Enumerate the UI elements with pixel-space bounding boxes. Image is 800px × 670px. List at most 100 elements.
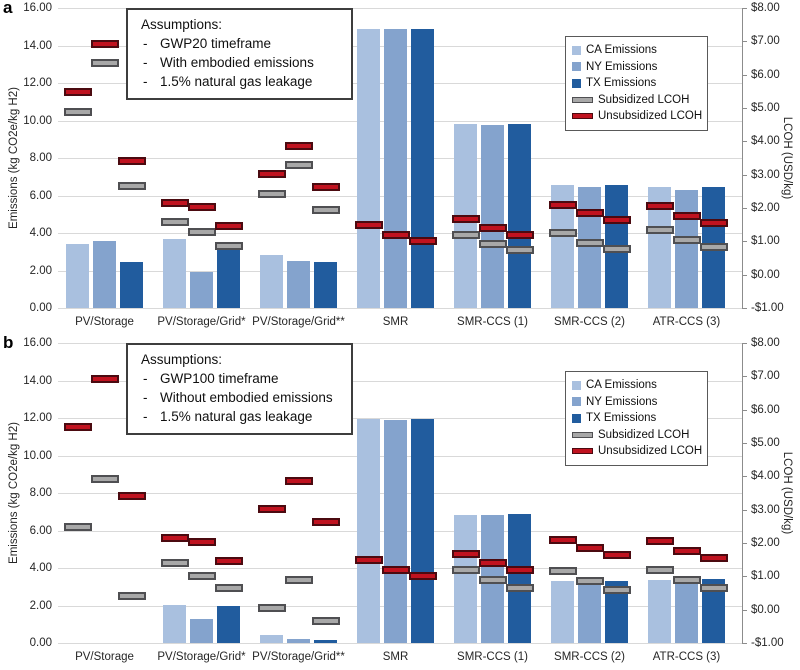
assumption-bullet: - xyxy=(143,371,148,386)
x-axis-category-label: PV/Storage xyxy=(75,316,134,328)
emissions-bar xyxy=(260,634,283,643)
assumption-bullet: - xyxy=(143,390,148,405)
legend-swatch-ny xyxy=(572,62,581,72)
right-axis-tick xyxy=(742,443,747,444)
legend-swatch-ny xyxy=(572,397,581,407)
unsubsidized-lcoh-marker xyxy=(90,39,119,48)
right-axis-tick xyxy=(742,509,747,511)
legend-entry: CA Emissions xyxy=(572,42,701,59)
unsubsidized-lcoh-marker xyxy=(505,231,534,239)
unsubsidized-lcoh-marker xyxy=(451,215,480,224)
emissions-bar xyxy=(384,28,407,308)
unsubsidized-lcoh-marker xyxy=(311,518,340,526)
unsubsidized-lcoh-marker xyxy=(645,202,674,211)
left-axis-tick-label: 16.00 xyxy=(23,2,52,14)
assumption-text: Without embodied emissions xyxy=(160,390,333,405)
legend-label: Unsubsidized LCOH xyxy=(598,110,703,123)
x-axis-category-label: SMR-CCS (1) xyxy=(457,651,528,663)
x-axis-category-label: SMR xyxy=(382,316,409,328)
right-axis-tick-label: $4.00 xyxy=(751,470,780,483)
subsidized-lcoh-marker xyxy=(672,236,701,244)
left-axis-tick-label: 12.00 xyxy=(23,412,52,424)
subsidized-lcoh-marker xyxy=(63,108,92,116)
emissions-bar xyxy=(702,579,725,643)
assumptions-list: - GWP100 timeframe - Without embodied emiss… xyxy=(141,369,345,426)
subsidized-lcoh-marker xyxy=(284,161,313,170)
emissions-bar xyxy=(287,261,310,308)
unsubsidized-lcoh-marker xyxy=(602,551,631,560)
assumption-text: With embodied emissions xyxy=(160,55,314,70)
right-axis-line xyxy=(742,343,743,644)
right-axis-tick xyxy=(742,476,747,478)
emissions-bar xyxy=(217,248,240,308)
emissions-bar xyxy=(648,187,671,308)
right-axis-tick xyxy=(742,409,747,411)
unsubsidized-lcoh-marker xyxy=(284,141,313,150)
legend-entry: CA Emissions xyxy=(572,377,701,394)
legend-swatch-unsubsidized xyxy=(572,113,593,120)
unsubsidized-lcoh-marker xyxy=(699,554,728,563)
unsubsidized-lcoh-marker xyxy=(257,170,286,178)
gridline xyxy=(58,418,742,419)
left-axis-tick-label: 16.00 xyxy=(23,337,52,349)
right-axis-tick xyxy=(742,543,747,544)
right-axis-tick xyxy=(742,8,747,9)
assumption-item: -1.5% natural gas leakage xyxy=(141,72,345,91)
emissions-bar xyxy=(287,639,310,643)
subsidized-lcoh-marker xyxy=(214,584,243,593)
legend-entry: Unsubsidized LCOH xyxy=(572,108,703,125)
unsubsidized-lcoh-marker xyxy=(284,476,313,485)
unsubsidized-lcoh-marker xyxy=(478,559,507,568)
emissions-bar xyxy=(190,618,213,643)
right-axis-tick xyxy=(742,308,747,309)
right-axis-tick xyxy=(742,41,747,43)
emissions-bar xyxy=(314,262,337,308)
unsubsidized-lcoh-marker xyxy=(311,183,340,191)
right-axis-tick-label: $5.00 xyxy=(751,437,780,449)
legend-entry: Unsubsidized LCOH xyxy=(572,443,702,460)
unsubsidized-lcoh-marker xyxy=(117,491,146,500)
legend-entry: TX Emissions xyxy=(572,410,701,427)
x-axis-category-label: PV/Storage/Grid** xyxy=(252,651,345,663)
assumptions-box: Assumptions: - GWP20 timeframe - With embod… xyxy=(126,8,353,100)
unsubsidized-lcoh-marker xyxy=(408,237,437,246)
left-axis-title: Emissions (kg CO2e/kg H2) xyxy=(8,422,20,564)
left-axis-tick-label: 0.00 xyxy=(29,302,52,314)
right-axis-tick-label: $1.00 xyxy=(751,235,780,248)
right-axis-title: LCOH (USD/kg) xyxy=(781,451,793,535)
legend-swatch-unsubsidized xyxy=(572,448,593,455)
assumption-bullet: - xyxy=(143,55,148,70)
right-axis-tick-label: $0.00 xyxy=(751,603,780,616)
legend-swatch-tx xyxy=(572,413,581,423)
legend-label: Subsidized LCOH xyxy=(598,428,690,441)
chart-panel-b: b Emissions (kg CO2e/kg H2) LCOH (USD/kg… xyxy=(0,333,800,670)
legend-swatch-subsidized xyxy=(572,96,593,103)
left-axis-tick-label: 0.00 xyxy=(29,637,52,649)
gridline xyxy=(58,343,742,344)
unsubsidized-lcoh-marker xyxy=(408,572,437,581)
right-axis-tick xyxy=(742,643,747,644)
assumptions-title: Assumptions: xyxy=(141,17,223,32)
assumption-text: 1.5% natural gas leakage xyxy=(160,74,313,89)
unsubsidized-lcoh-marker xyxy=(187,202,216,211)
assumption-item: - GWP100 timeframe xyxy=(141,369,345,388)
right-axis-tick-label: $3.00 xyxy=(751,503,780,516)
unsubsidized-lcoh-marker xyxy=(354,221,383,230)
unsubsidized-lcoh-marker xyxy=(451,550,480,559)
emissions-bar xyxy=(675,189,698,308)
unsubsidized-lcoh-marker xyxy=(257,505,286,513)
gridline xyxy=(58,643,742,644)
emissions-bar xyxy=(120,262,143,308)
unsubsidized-lcoh-marker xyxy=(117,156,146,165)
legend-entry: TX Emissions xyxy=(572,75,701,92)
subsidized-lcoh-marker xyxy=(548,567,577,575)
assumption-item: - Without embodied emissions xyxy=(141,388,345,407)
emissions-bar xyxy=(648,580,671,643)
x-axis-category-label: SMR-CCS (2) xyxy=(554,651,625,663)
subsidized-lcoh-marker xyxy=(645,226,674,234)
legend-entry: NY Emissions xyxy=(572,59,701,76)
right-axis-tick-label: $8.00 xyxy=(751,337,780,349)
left-axis-tick-label: 10.00 xyxy=(23,449,52,462)
unsubsidized-lcoh-marker xyxy=(548,536,577,545)
unsubsidized-lcoh-marker xyxy=(354,556,383,565)
